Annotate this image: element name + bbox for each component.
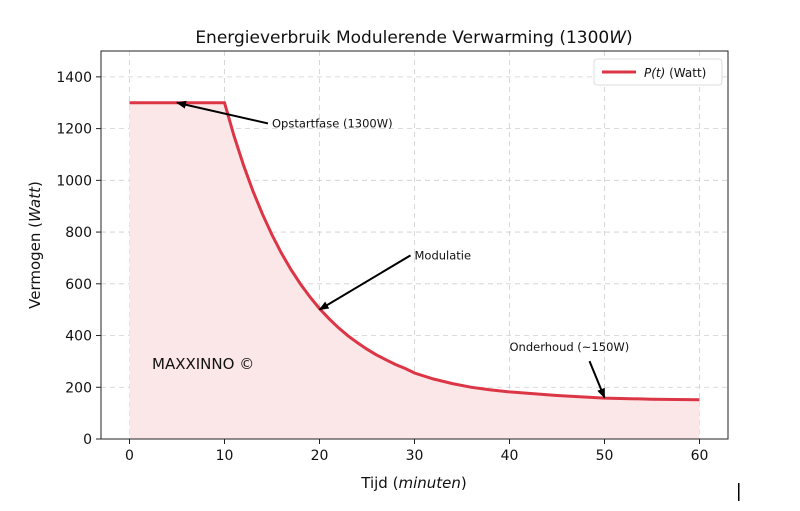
- y-tick-label: 600: [65, 277, 92, 293]
- annotations: Opstartfase (1300W) Modulatie Onderhoud (~…: [176, 100, 630, 399]
- chart-title: Energieverbruik Modulerende Verwarming (…: [195, 28, 632, 48]
- x-tick-label: 30: [406, 448, 424, 464]
- y-tick-label: 1000: [56, 173, 92, 189]
- y-tick-label: 1200: [56, 122, 92, 138]
- legend: P(t) (Watt): [593, 58, 723, 86]
- y-tick-label: 0: [83, 432, 92, 448]
- annotation-text: Onderhoud (~150W): [510, 340, 630, 354]
- annotation-arrow: [176, 100, 269, 125]
- watermark: MAXXINNO ©: [152, 355, 254, 373]
- x-tick-label: 60: [691, 448, 709, 464]
- x-tick-label: 40: [501, 448, 519, 464]
- x-tick-label: 50: [596, 448, 614, 464]
- y-tick-label: 1400: [56, 70, 92, 86]
- annotation-arrow: [588, 360, 606, 399]
- annotation-text: Modulatie: [415, 248, 472, 262]
- x-tick-label: 10: [216, 448, 234, 464]
- x-tick-label: 0: [125, 448, 134, 464]
- x-axis-label: Tijd (minuten): [360, 474, 466, 492]
- text-cursor: [738, 483, 740, 501]
- legend-box: [593, 58, 723, 86]
- y-axis-label: Vermogen (Watt): [26, 181, 44, 309]
- y-tick-label: 800: [65, 225, 92, 241]
- annotation-text: Opstartfase (1300W): [272, 116, 393, 130]
- y-tick-label: 200: [65, 380, 92, 396]
- y-tick-label: 400: [65, 329, 92, 345]
- x-tick-label: 20: [311, 448, 329, 464]
- area-fill: [129, 102, 700, 439]
- legend-label: P(t) (Watt): [644, 66, 706, 80]
- annotation-arrow: [318, 254, 412, 311]
- series-line: [129, 101, 700, 402]
